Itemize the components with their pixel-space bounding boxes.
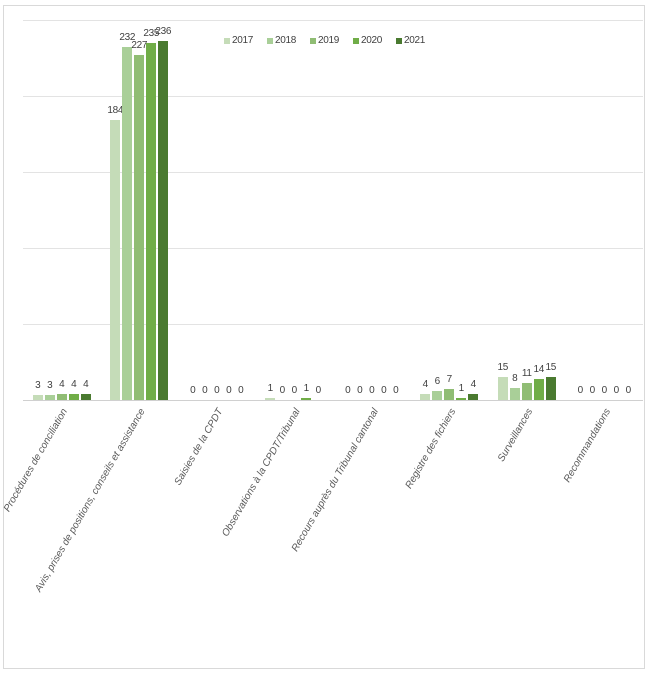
data-label: 236	[155, 26, 172, 38]
legend-item: 2020	[353, 35, 396, 46]
data-label: 3	[35, 380, 41, 392]
legend-swatch-icon	[353, 37, 359, 44]
bar	[68, 393, 79, 400]
bar	[265, 398, 276, 400]
legend-label: 2018	[275, 35, 297, 46]
bar	[122, 47, 133, 400]
bar	[301, 398, 312, 400]
data-label: 15	[497, 362, 509, 374]
gridline	[23, 324, 643, 325]
legend-item: 2017	[224, 35, 267, 46]
bar	[432, 390, 443, 400]
bar	[521, 383, 532, 400]
data-label: 0	[226, 385, 232, 396]
bar	[545, 377, 556, 400]
data-label: 1	[458, 383, 465, 395]
bar	[134, 54, 145, 400]
bar	[56, 393, 67, 400]
data-label: 0	[577, 385, 584, 396]
bar	[32, 395, 43, 400]
data-label: 0	[202, 385, 208, 396]
bar	[468, 393, 479, 400]
data-label: 0	[369, 385, 375, 396]
gridline	[23, 248, 643, 249]
data-label: 0	[315, 385, 322, 396]
data-label: 8	[512, 372, 518, 384]
data-label: 11	[521, 368, 532, 380]
data-label: 4	[59, 378, 65, 390]
legend-item: 2021	[396, 35, 439, 46]
legend-label: 2017	[232, 35, 254, 46]
legend-swatch-icon	[224, 37, 230, 44]
plot-area: 3 3 4 4 4 184 232 227 235 236 0 0 0 0 0 1 0 0 1 0 0 0 0 0 0 4 6 7 1 4…	[23, 20, 643, 401]
x-axis-line	[23, 400, 643, 401]
bar	[110, 120, 121, 400]
data-label: 4	[83, 378, 89, 390]
bar	[80, 393, 91, 400]
data-label: 0	[291, 385, 298, 396]
data-label: 7	[446, 374, 453, 386]
data-label: 0	[238, 385, 244, 396]
data-label: 0	[601, 385, 608, 396]
data-label: 0	[625, 385, 632, 396]
data-label: 14	[533, 363, 545, 375]
data-label: 3	[47, 380, 53, 392]
data-label: 0	[613, 385, 620, 396]
bar	[146, 42, 157, 400]
bar	[456, 398, 467, 400]
data-label: 0	[393, 385, 399, 396]
data-label: 0	[214, 385, 220, 396]
chart-frame	[3, 5, 645, 669]
legend: 2017 2018 2019 2020 2021	[224, 35, 439, 46]
data-label: 0	[357, 385, 363, 396]
data-label: 0	[190, 385, 196, 396]
gridline	[23, 96, 643, 97]
data-label: 6	[434, 375, 441, 387]
legend-label: 2021	[404, 35, 426, 46]
bar	[158, 41, 169, 400]
gridline	[23, 20, 643, 21]
legend-swatch-icon	[310, 37, 316, 44]
data-label: 235	[143, 27, 160, 39]
legend-label: 2019	[318, 35, 340, 46]
data-label: 4	[422, 378, 429, 390]
bar	[420, 393, 431, 400]
data-label: 0	[589, 385, 596, 396]
legend-swatch-icon	[396, 37, 402, 44]
data-label: 0	[279, 385, 286, 396]
data-label: 4	[470, 378, 477, 390]
bar	[497, 377, 508, 400]
data-label: 0	[345, 385, 351, 396]
data-label: 1	[267, 383, 274, 395]
bar	[509, 387, 520, 400]
bar	[444, 389, 455, 400]
legend-label: 2020	[361, 35, 383, 46]
gridline	[23, 172, 643, 173]
bar	[533, 378, 544, 400]
data-label: 4	[71, 378, 77, 390]
data-label: 1	[303, 383, 310, 395]
data-label: 184	[107, 105, 124, 117]
legend-item: 2019	[310, 35, 353, 46]
bar	[44, 395, 55, 400]
data-label: 227	[131, 39, 148, 51]
data-label: 0	[381, 385, 387, 396]
data-label: 15	[545, 362, 557, 374]
legend-item: 2018	[267, 35, 310, 46]
legend-swatch-icon	[267, 37, 273, 44]
data-label: 232	[119, 32, 136, 44]
